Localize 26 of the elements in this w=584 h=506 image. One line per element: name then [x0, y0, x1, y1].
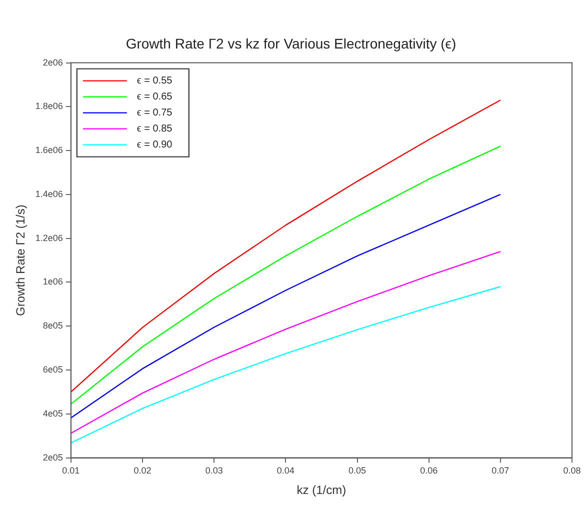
y-tick-label: 6e05: [42, 364, 63, 375]
x-tick-label: 0.08: [563, 466, 581, 476]
y-tick-label: 1.8e06: [35, 101, 63, 112]
x-axis-title: kz (1/cm): [296, 483, 346, 498]
y-tick-label: 1e06: [42, 276, 63, 287]
y-axis-title: Growth Rate Γ2 (1/s): [14, 204, 28, 316]
y-tick-label: 4e05: [42, 408, 63, 418]
chart-title: Growth Rate Γ2 vs kz for Various Electronegativity (ϵ): [126, 35, 456, 52]
y-tick-label: 2e05: [42, 452, 63, 462]
legend-label: ϵ = 0.75: [136, 108, 173, 119]
x-tick-label: 0.07: [492, 466, 510, 476]
y-tick-label: 1.2e06: [35, 232, 63, 243]
x-tick-label: 0.04: [276, 466, 294, 476]
x-tick-label: 0.06: [420, 466, 438, 476]
x-tick-label: 0.03: [205, 466, 223, 476]
y-tick-label: 1.4e06: [35, 188, 63, 199]
legend-label: ϵ = 0.65: [136, 92, 173, 103]
legend-label: ϵ = 0.85: [136, 124, 173, 135]
y-tick-label: 1.6e06: [35, 145, 63, 156]
x-tick-label: 0.02: [134, 466, 152, 476]
y-tick-label: 2e06: [42, 57, 63, 68]
y-tick-label: 8e05: [42, 320, 63, 331]
legend-label: ϵ = 0.55: [136, 76, 173, 87]
legend-label: ϵ = 0.90: [136, 140, 173, 151]
x-tick-label: 0.05: [348, 466, 366, 476]
x-tick-label: 0.01: [62, 466, 80, 476]
